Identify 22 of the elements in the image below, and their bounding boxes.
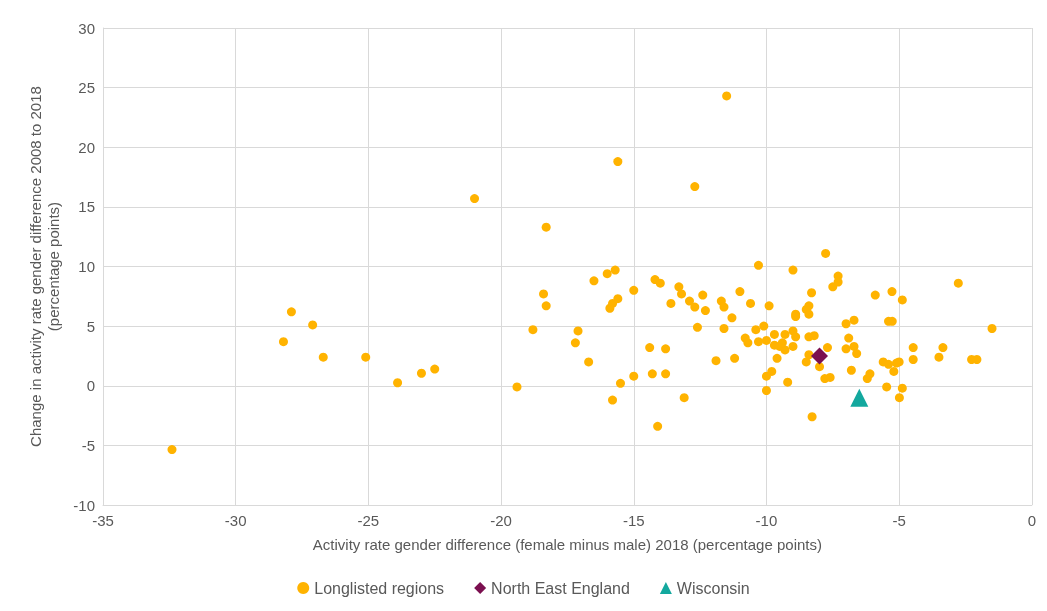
x-tick-label: -20 — [490, 512, 512, 529]
y-tick-label: 20 — [78, 138, 95, 156]
y-tick-label: 30 — [78, 19, 95, 37]
x-tick-label: -30 — [224, 512, 247, 529]
legend-label: Longlisted regions — [314, 579, 445, 597]
x-tick-label: -15 — [622, 512, 645, 529]
y-axis-title: Change in activity rate gender difference 2008 to 2018 (percentage points) — [26, 86, 62, 447]
y-tick-label: 5 — [86, 317, 95, 335]
x-tick-label: -10 — [755, 512, 778, 529]
y-tick-label: 10 — [78, 258, 95, 275]
y-tick-label: 25 — [78, 79, 95, 97]
legend-label: Wisconsin — [676, 579, 750, 597]
y-tick-label: 0 — [86, 377, 95, 395]
x-tick-label: -35 — [92, 512, 114, 529]
y-tick-label: -5 — [81, 436, 95, 454]
y-tick-label: -10 — [73, 496, 95, 514]
x-tick-label: -25 — [357, 512, 380, 529]
x-tick-label: -5 — [892, 512, 906, 529]
y-tick-label: 15 — [78, 198, 95, 216]
x-tick-label: 0 — [1027, 512, 1036, 529]
x-axis-title: Activity rate gender difference (female minus male) 2018 (percentage points) — [312, 536, 822, 553]
legend-label: North East England — [491, 579, 630, 597]
